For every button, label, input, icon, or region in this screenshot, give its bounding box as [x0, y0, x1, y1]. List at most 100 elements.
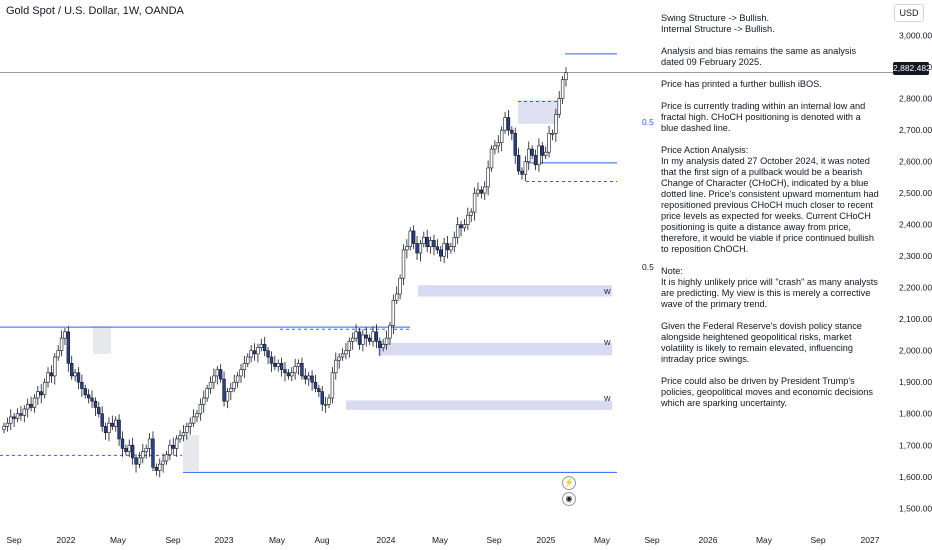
- candle-body: [469, 211, 473, 216]
- structure-box: [183, 435, 199, 472]
- candle-body: [120, 438, 125, 449]
- candle-body: [364, 334, 368, 339]
- lightning-icon[interactable]: ⚡: [562, 476, 576, 490]
- candle-body: [70, 363, 74, 377]
- candle-body: [181, 432, 186, 437]
- candle-body: [317, 388, 321, 392]
- candle-body: [384, 337, 389, 345]
- candles: [2, 67, 568, 478]
- candle-body: [439, 249, 443, 257]
- currency-button[interactable]: USD: [894, 4, 924, 22]
- demand-zone: [418, 285, 612, 297]
- note-paragraph: Note: It is highly unlikely price will "…: [661, 266, 878, 309]
- candle-body: [381, 344, 385, 348]
- candle-body: [198, 403, 203, 415]
- time-axis[interactable]: Sep 2022 May Sep 2023 May Aug 2024 May Sep 2025 May…: [6, 535, 879, 545]
- candle-body: [225, 391, 230, 402]
- candle-body: [320, 391, 324, 405]
- candle-body: [503, 117, 507, 131]
- note-paragraph: Price Action Analysis: In my analysis da…: [661, 145, 879, 254]
- candle-body: [15, 413, 20, 419]
- candle-body: [256, 347, 260, 355]
- candle-body: [550, 132, 555, 135]
- candle-body: [303, 375, 308, 380]
- candle-body: [53, 356, 57, 377]
- candle-body: [537, 145, 541, 166]
- candle-body: [25, 403, 30, 410]
- candle-body: [293, 366, 297, 374]
- x-tick-label: May: [269, 535, 286, 545]
- y-tick-label: 2,500.000: [899, 188, 932, 198]
- x-tick-label: May: [756, 535, 773, 545]
- candle-body: [334, 359, 338, 374]
- candle-body: [90, 397, 94, 402]
- y-tick-label: 3,000.000: [899, 31, 932, 41]
- x-tick-label: May: [594, 535, 611, 545]
- candle-body: [493, 145, 497, 150]
- candle-body: [205, 388, 209, 399]
- candle-body: [547, 132, 551, 153]
- candle-body: [361, 334, 365, 345]
- candle-body: [114, 419, 118, 427]
- price-axis[interactable]: 1,500.000 1,600.000 1,700.000 1,800.000 1,90…: [899, 31, 932, 514]
- candle-body: [476, 189, 480, 194]
- candle-body: [472, 192, 477, 213]
- candle-body: [127, 444, 131, 452]
- candle-body: [134, 457, 138, 465]
- y-tick-label: 2,000.000: [899, 346, 932, 356]
- candle-body: [452, 236, 456, 248]
- x-tick-label: 2025: [537, 535, 556, 545]
- candle-body: [388, 325, 392, 339]
- candle-body: [300, 363, 304, 377]
- candle-body: [222, 378, 226, 402]
- event-icon[interactable]: ◉: [562, 492, 576, 506]
- candle-body: [235, 375, 240, 383]
- candle-body: [306, 375, 311, 380]
- candle-body: [290, 372, 294, 377]
- candle-body: [445, 243, 450, 251]
- x-tick-label: Sep: [486, 535, 501, 545]
- candle-body: [510, 129, 514, 134]
- candle-body: [279, 363, 284, 370]
- candle-body: [286, 372, 291, 377]
- candle-body: [5, 422, 10, 427]
- candle-body: [239, 369, 243, 377]
- candle-body: [351, 337, 355, 342]
- x-tick-label: Aug: [314, 535, 329, 545]
- candle-body: [229, 388, 233, 392]
- candle-body: [171, 444, 175, 449]
- y-tick-label: 2,400.000: [899, 220, 932, 230]
- candle-body: [516, 155, 521, 172]
- candle-body: [506, 117, 511, 131]
- candle-body: [408, 230, 412, 248]
- zone-tag: W: [604, 396, 611, 403]
- candle-body: [422, 236, 426, 244]
- candle-body: [195, 413, 199, 418]
- candle-body: [371, 331, 375, 342]
- candle-body: [168, 444, 172, 456]
- demand-zones: [93, 100, 612, 472]
- y-tick-label: 2,300.000: [899, 251, 932, 261]
- candle-body: [357, 331, 362, 345]
- candle-body: [310, 375, 314, 383]
- note-paragraph: Swing Structure -> Bullish. Internal Str…: [661, 13, 775, 34]
- candle-body: [202, 397, 206, 405]
- x-tick-label: May: [110, 535, 127, 545]
- candle-body: [428, 240, 433, 248]
- note-paragraph: Given the Federal Reserve's dovish polic…: [661, 321, 862, 364]
- structure-box: [518, 100, 558, 124]
- candle-body: [49, 372, 54, 377]
- candle-body: [9, 416, 13, 424]
- x-tick-label: 2022: [57, 535, 76, 545]
- candle-body: [266, 350, 270, 358]
- y-tick-label: 2,200.000: [899, 283, 932, 293]
- note-paragraph: Price has printed a further bullish iBOS…: [661, 79, 822, 89]
- candle-body: [39, 391, 43, 396]
- candle-body: [29, 403, 33, 408]
- candle-body: [449, 246, 453, 251]
- candle-body: [191, 416, 196, 424]
- candle-body: [141, 451, 145, 459]
- candle-body: [462, 224, 467, 229]
- candle-body: [215, 369, 219, 377]
